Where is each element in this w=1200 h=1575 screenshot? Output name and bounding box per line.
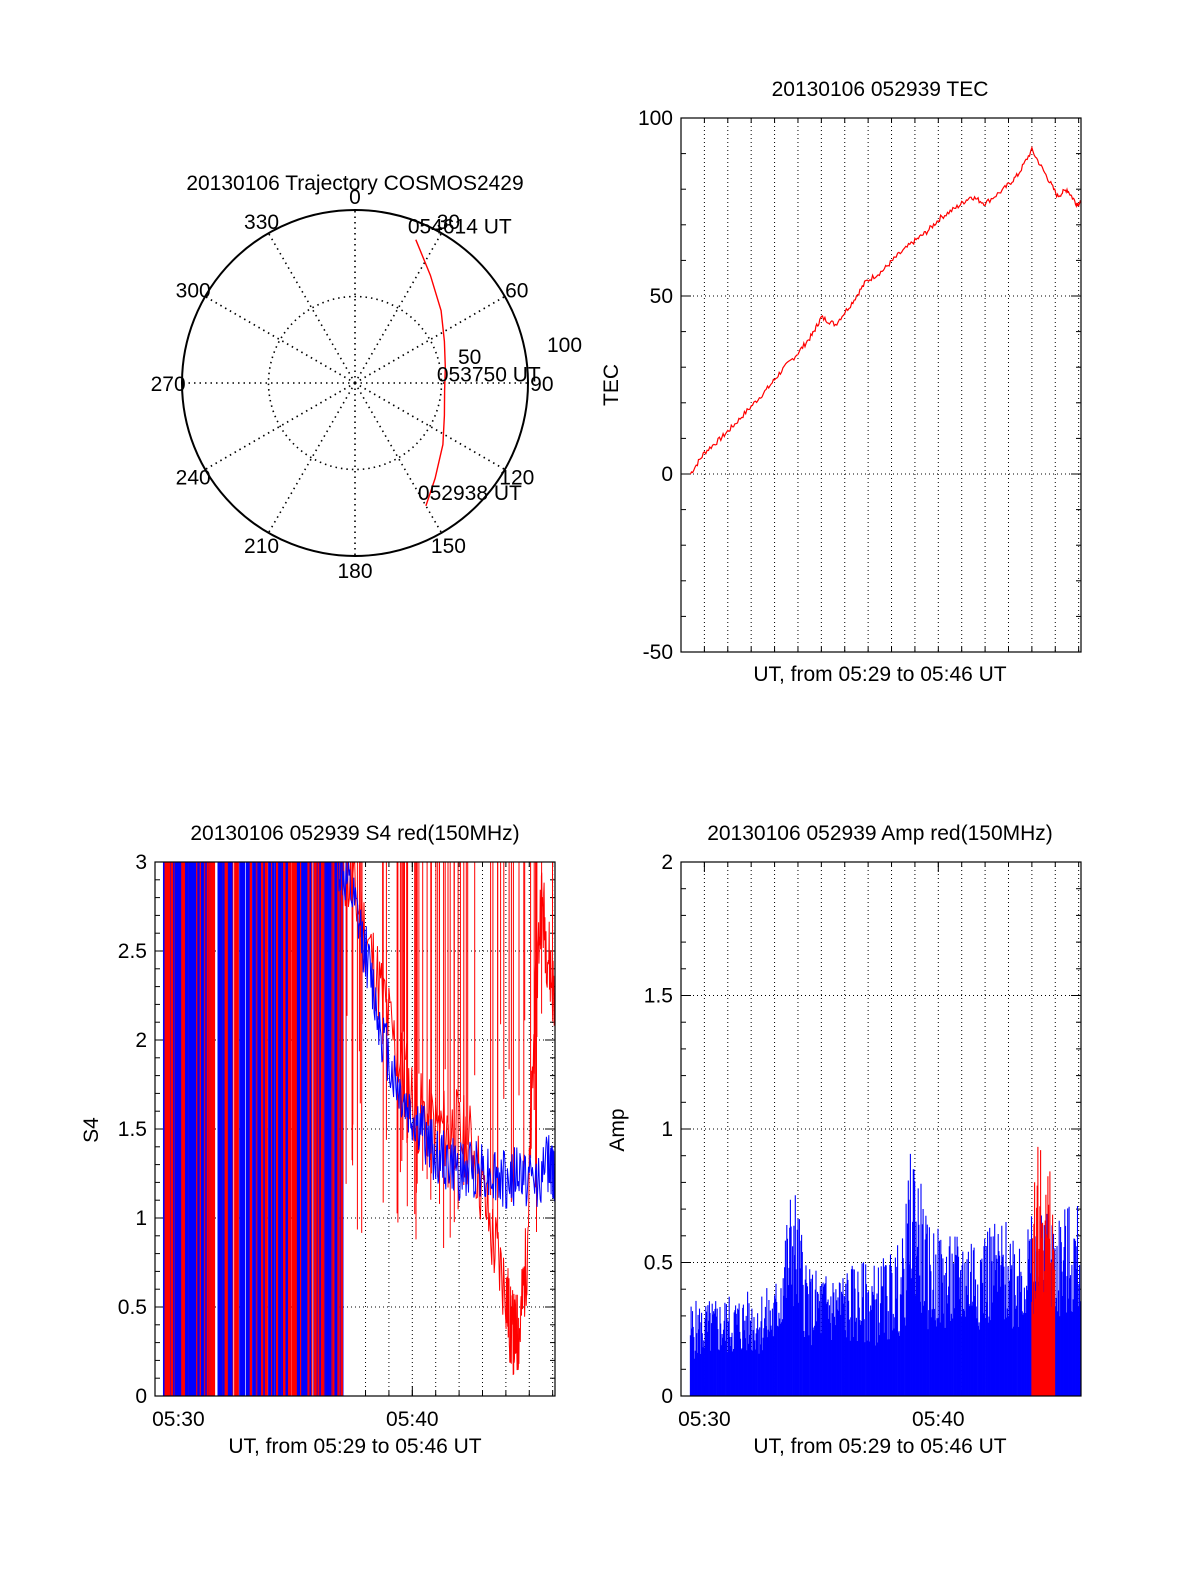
polar-spoke [204,382,356,471]
polar-angle-label: 240 [176,466,211,489]
trajectory-panel: 20130106 Trajectory COSMOS2429 0 30 60 90 12… [151,172,582,583]
amp-frame [680,861,1082,1397]
amp-x-axis-label: UT, from 05:29 to 05:46 UT [753,1435,1006,1458]
polar-spoke [354,382,506,471]
tec-frame [680,117,1082,653]
amp-plot-area: 0 0.5 1 1.5 2 05:30 05:40 [644,851,1082,1431]
polar-radius-label: 100 [547,334,582,357]
trajectory-time-label: 054614 UT [408,216,512,239]
s4-x-axis-label: UT, from 05:29 to 05:46 UT [228,1435,481,1458]
s4-y-axis-label: S4 [80,1117,103,1143]
y-tick-label: 2.5 [118,940,147,963]
s4-saturation-strokes [162,862,553,1396]
y-tick-label: 0 [135,1385,147,1408]
series-group [162,862,555,1396]
polar-angle-labels: 0 30 60 90 120 150 180 210 240 270 300 330 50 100 [151,186,582,583]
y-tick-label: 2 [661,851,673,874]
s4-title: 20130106 052939 S4 red(150MHz) [190,822,519,845]
tec-title: 20130106 052939 TEC [772,78,989,101]
amp-panel: 20130106 052939 Amp red(150MHz) 0 0.5 1 1.5… [606,822,1082,1458]
polar-angle-label: 300 [176,280,211,303]
tec-plot-area: -50 0 50 100 [638,107,1082,664]
polar-grid [181,209,529,557]
s4-panel: 20130106 052939 S4 red(150MHz) 0 0.5 1 1.5 2… [80,822,556,1458]
polar-spoke [267,232,356,384]
polar-angle-label: 60 [505,280,528,303]
y-tick-label: 2 [135,1029,147,1052]
polar-angle-label: 150 [431,535,466,558]
polar-angle-label: 330 [244,211,279,234]
y-tick-label: 3 [135,851,147,874]
trajectory-series [415,239,447,507]
tec-x-axis-label: UT, from 05:29 to 05:46 UT [753,663,1006,686]
y-tick-label: 0 [661,1385,673,1408]
polar-radius-label: 50 [458,346,481,369]
x-tick-label: 05:40 [912,1408,965,1431]
trajectory-annotations: 054614 UT 053750 UT 052938 UT [408,216,541,505]
tec-panel: 20130106 052939 TEC -50 0 50 100 UT, from 0… [600,78,1082,686]
y-tick-label: 0 [661,463,673,486]
y-tick-label: 1.5 [644,985,673,1008]
amp-bars [689,1146,1081,1396]
polar-angle-label: 30 [437,211,460,234]
polar-spoke [354,295,506,384]
polar-angle-label: 90 [530,373,553,396]
polar-angle-label: 270 [151,373,186,396]
y-tick-label: 0.5 [118,1296,147,1319]
polar-angle-label: 0 [349,186,361,209]
amp-y-axis-label: Amp [606,1108,629,1151]
y-tick-label: -50 [643,641,673,664]
polar-spoke [354,232,443,384]
trajectory-time-label: 053750 UT [437,364,541,387]
series-group [689,1146,1081,1396]
polar-spoke [204,295,356,384]
s4-series-line [343,862,555,1376]
polar-spoke [354,382,443,534]
polar-spoke [267,382,356,534]
s4-plot-area: 0 0.5 1 1.5 2 2.5 3 05:30 05:40 [118,851,556,1431]
y-tick-label: 1 [135,1207,147,1230]
polar-inner-ring [267,295,443,471]
trajectory-title: 20130106 Trajectory COSMOS2429 [186,172,523,195]
y-tick-label: 1.5 [118,1118,147,1141]
series-group [689,145,1081,475]
y-tick-label: 50 [650,285,673,308]
x-tick-label: 05:40 [386,1408,439,1431]
trajectory-time-label: 052938 UT [418,482,522,505]
x-tick-label: 05:30 [678,1408,731,1431]
y-tick-label: 100 [638,107,673,130]
tec-series-line [689,145,1081,475]
amp-title: 20130106 052939 Amp red(150MHz) [707,822,1053,845]
tec-y-axis-label: TEC [600,364,623,406]
y-tick-label: 0.5 [644,1252,673,1275]
x-tick-label: 05:30 [152,1408,205,1431]
trajectory-line [415,239,447,507]
polar-outer-ring [181,209,529,557]
y-tick-label: 1 [661,1118,673,1141]
polar-angle-label: 180 [337,560,372,583]
polar-angle-label: 120 [499,466,534,489]
s4-frame [154,861,556,1397]
polar-angle-label: 210 [244,535,279,558]
s4-series-line [337,862,555,1209]
